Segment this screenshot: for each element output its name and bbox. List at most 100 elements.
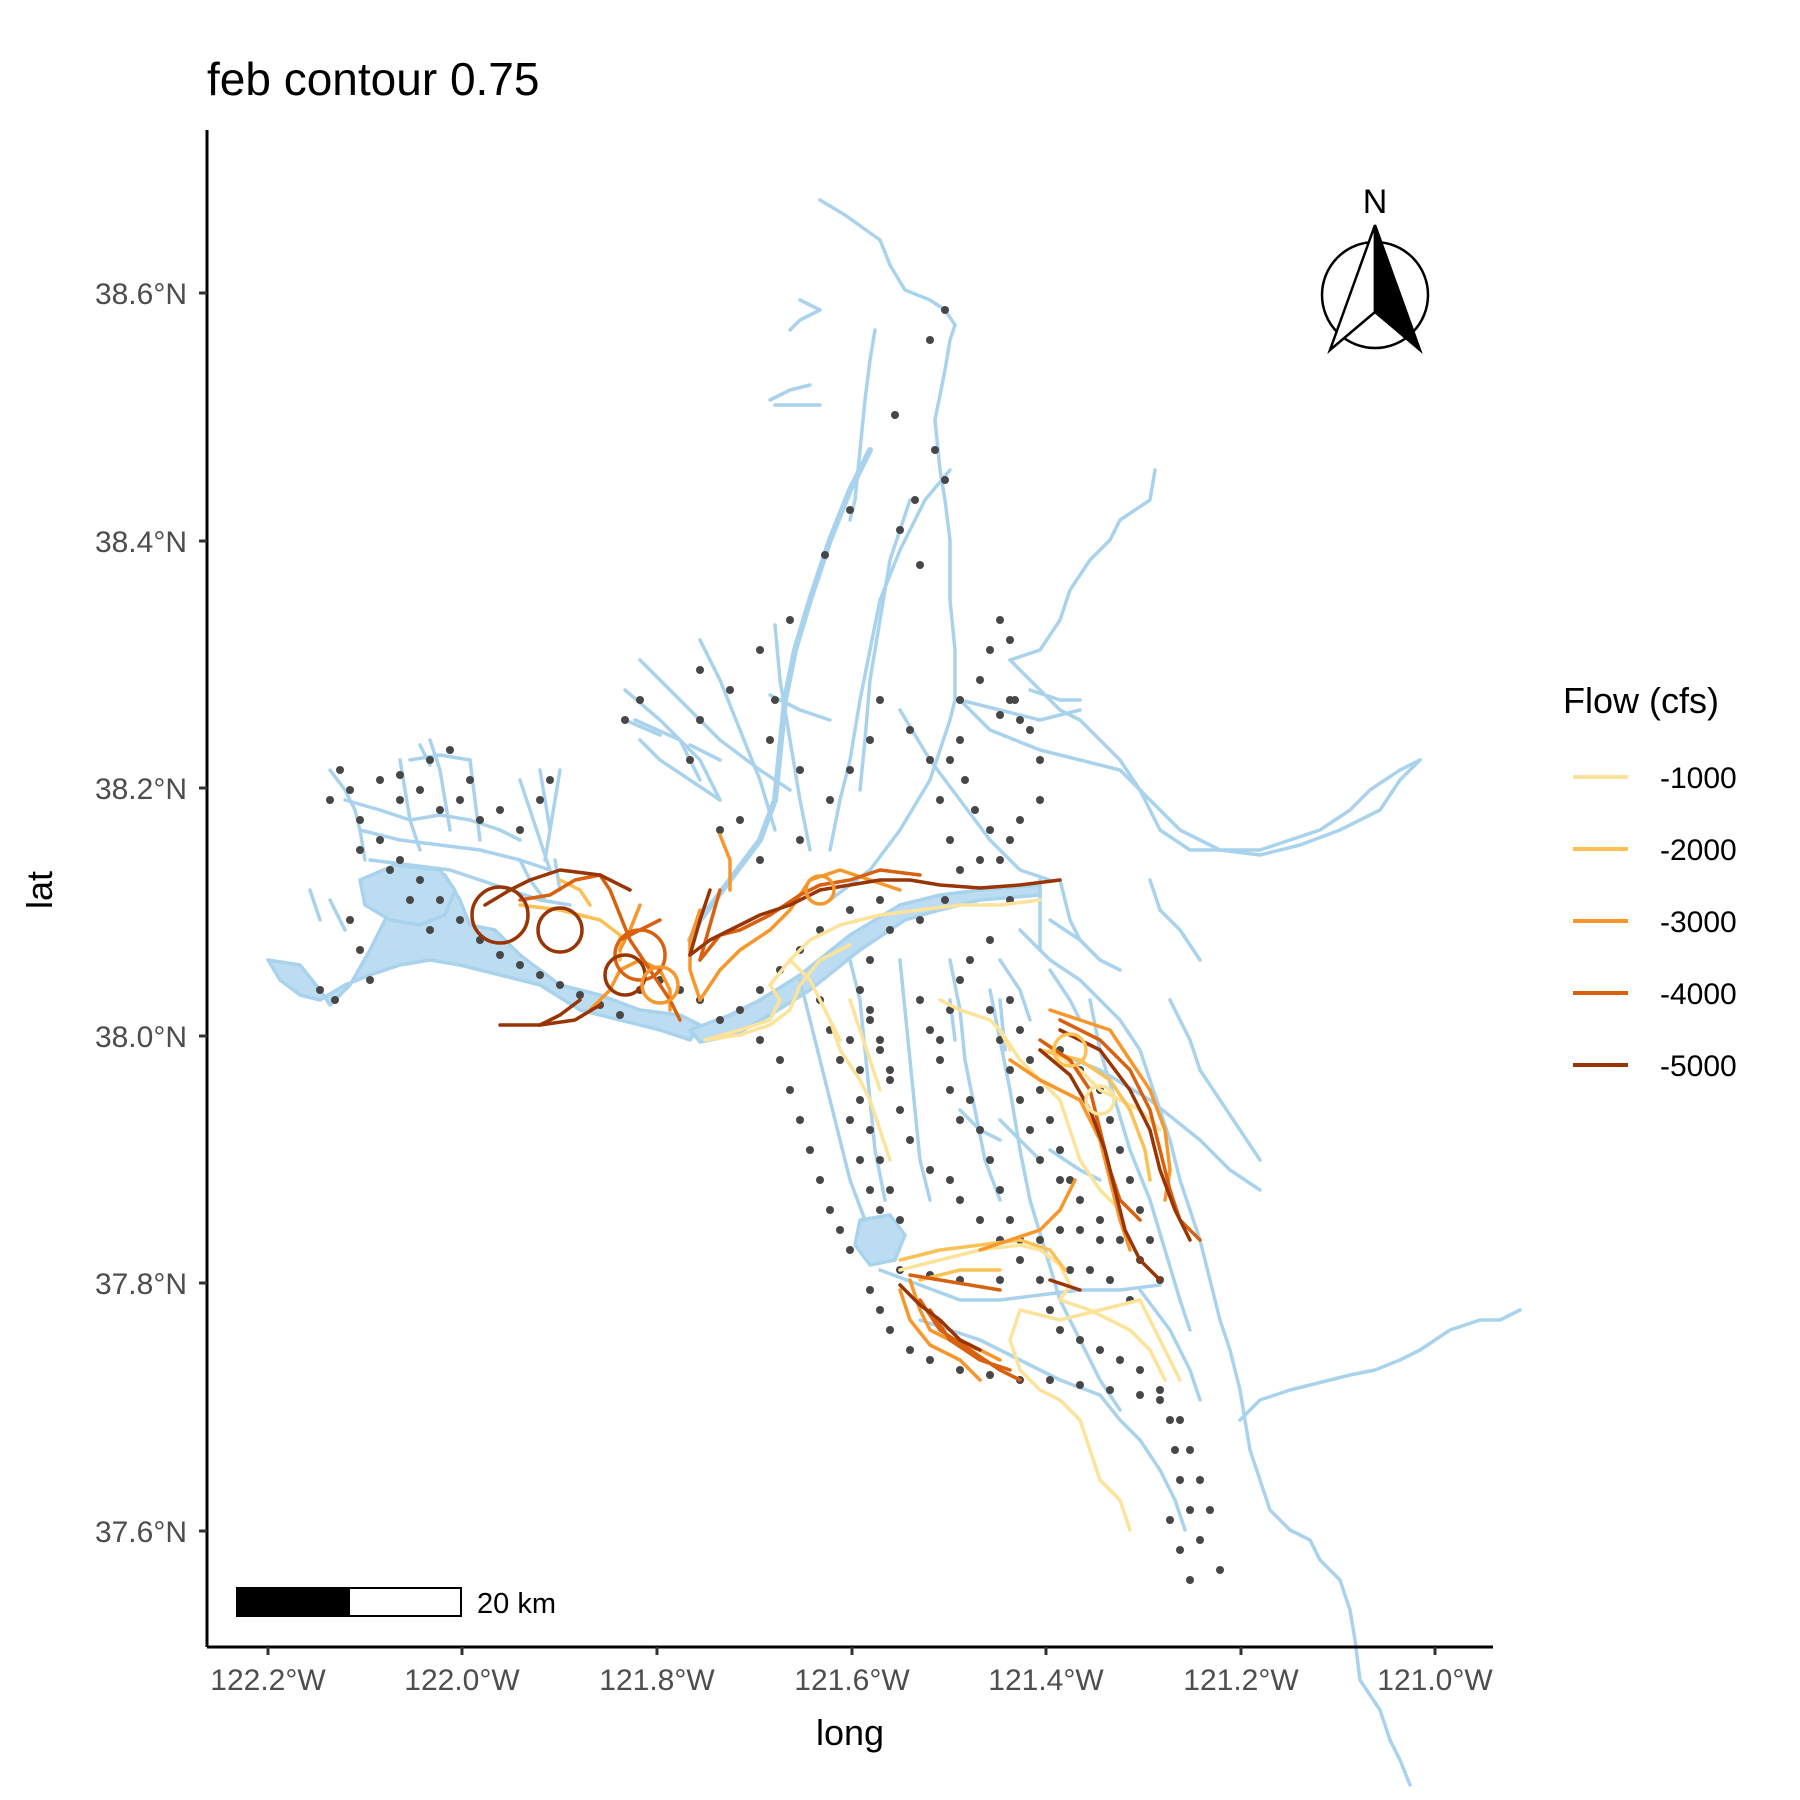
node-point [516,826,524,834]
node-point [796,836,804,844]
node-point [876,1206,884,1214]
node-point [331,996,339,1004]
node-point [636,696,644,704]
node-point [796,766,804,774]
node-point [1116,1236,1124,1244]
scale-bar: 20 km [236,1587,556,1620]
node-point [1206,1506,1214,1514]
node-point [536,796,544,804]
node-point [621,716,629,724]
node-point [346,786,354,794]
contour-loops [470,874,1116,1116]
node-point [1106,1386,1114,1394]
node-point [416,786,424,794]
grizzly-bay [358,863,457,927]
north-label: N [1363,183,1388,221]
node-point [396,796,404,804]
node-point [1126,1176,1134,1184]
node-point [976,676,984,684]
node-point [1026,1126,1034,1134]
node-point [1166,1516,1174,1524]
node-point [546,776,554,784]
node-point [346,916,354,924]
node-point [941,476,949,484]
node-point [1076,1226,1084,1234]
contour-2000 [518,878,1152,1282]
node-point [926,756,934,764]
node-point [1066,1176,1074,1184]
node-point [576,991,584,999]
node-point [1016,816,1024,824]
node-point [436,896,444,904]
node-point [886,1326,894,1334]
node-point [436,806,444,814]
node-point [926,1166,934,1174]
node-point [316,986,324,994]
x-tick-label: 122.0°W [404,1664,520,1697]
node-point [956,696,964,704]
node-point [1016,1096,1024,1104]
node-point [416,876,424,884]
node-point [946,756,954,764]
node-point [1216,1566,1224,1574]
node-point [1176,1416,1184,1424]
node-point [876,1306,884,1314]
node-point [376,776,384,784]
scale-bar-black [236,1587,350,1617]
node-point [886,1186,894,1194]
node-point [926,1026,934,1034]
node-point [1006,836,1014,844]
x-tick-label: 121.6°W [794,1664,910,1697]
legend-label: -2000 [1660,834,1737,867]
node-point [756,986,764,994]
node-point [1056,1146,1064,1154]
node-point [806,1146,814,1154]
node-point [911,496,919,504]
node-point [696,716,704,724]
node-point [766,736,774,744]
node-point [916,561,924,569]
node-point [326,796,334,804]
node-point [836,1056,844,1064]
node-point [776,1056,784,1064]
node-point [336,766,344,774]
node-point [1156,1386,1164,1394]
node-point [1166,1416,1174,1424]
scale-bar-white [348,1587,462,1617]
node-point [896,526,904,534]
node-point [916,916,924,924]
node-point [846,1036,854,1044]
node-point [846,766,854,774]
node-point [821,551,829,559]
node-point [1036,1086,1044,1094]
node-point [816,1176,824,1184]
y-tick-label: 38.6°N [95,278,187,311]
node-point [756,856,764,864]
node-point [906,1136,914,1144]
node-point [1196,1476,1204,1484]
node-point [786,1086,794,1094]
node-point [956,1196,964,1204]
node-point [936,1056,944,1064]
legend: Flow (cfs) -1000 -2000 -3000 -4000 -5000 [1563,680,1737,1083]
node-point [986,1371,994,1379]
node-point [1006,1216,1014,1224]
axes [205,130,1493,1649]
node-point [896,1216,904,1224]
node-point [936,1036,944,1044]
node-point [986,646,994,654]
node-point [1006,1066,1014,1074]
north-arrow-right [1373,224,1423,354]
node-point [946,1176,954,1184]
node-point [916,996,924,1004]
suisun-bay [266,868,702,1042]
node-point [516,961,524,969]
node-point [1136,1366,1144,1374]
node-point [866,956,874,964]
node-point [956,736,964,744]
node-point [446,746,454,754]
legend-label: -5000 [1660,1050,1737,1083]
node-point [556,981,564,989]
node-point [866,736,874,744]
flow-contours [470,833,1202,1532]
